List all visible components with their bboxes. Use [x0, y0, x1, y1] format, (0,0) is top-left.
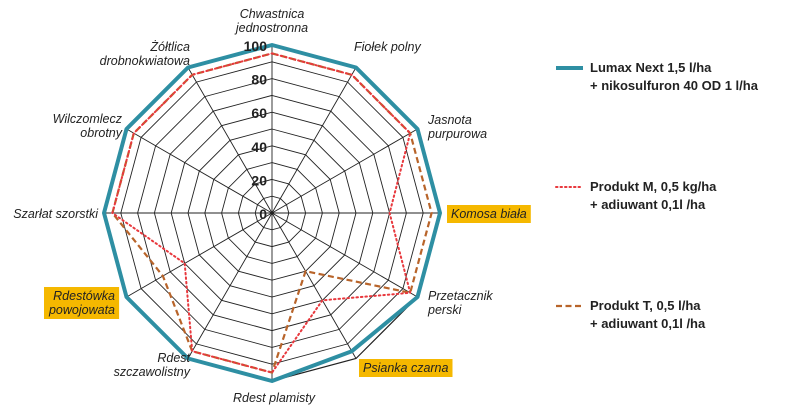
category-label: Rdest plamisty: [233, 391, 316, 405]
legend-label: + nikosulfuron 40 OD 1 l/ha: [590, 78, 759, 93]
grid-spoke: [187, 212, 273, 359]
svg-text:szczawolistny: szczawolistny: [114, 365, 191, 379]
svg-text:perski: perski: [427, 303, 463, 317]
chart-legend: Lumax Next 1,5 l/ha + nikosulfuron 40 OD …: [555, 60, 759, 331]
svg-text:Rdest: Rdest: [157, 351, 190, 365]
legend-label: + adiuwant 0,1l /ha: [590, 316, 706, 331]
svg-text:Wilczomlecz: Wilczomlecz: [53, 112, 123, 126]
svg-text:obrotny: obrotny: [80, 126, 122, 140]
svg-text:Rdestówka: Rdestówka: [53, 289, 115, 303]
tick-label: 20: [251, 172, 267, 188]
series-line-solid: [102, 43, 442, 383]
svg-text:Szarłat szorstki: Szarłat szorstki: [13, 207, 99, 221]
series-line-dotted: [111, 52, 412, 374]
svg-text:Przetacznik: Przetacznik: [428, 289, 493, 303]
grid-spoke: [271, 212, 418, 298]
grid-spoke: [126, 128, 273, 214]
legend-label: Lumax Next 1,5 l/ha: [590, 60, 712, 75]
legend-entry: Lumax Next 1,5 l/ha + nikosulfuron 40 OD …: [556, 60, 759, 93]
legend-label: Produkt M, 0,5 kg/ha: [590, 179, 717, 194]
svg-text:Psianka czarna: Psianka czarna: [363, 361, 449, 375]
svg-text:Fiołek polny: Fiołek polny: [354, 40, 421, 54]
svg-text:powojowata: powojowata: [48, 303, 115, 317]
grid-spoke: [271, 67, 357, 214]
category-label: Komosa biała: [447, 205, 531, 223]
svg-text:Komosa biała: Komosa biała: [451, 207, 527, 221]
tick-label: 40: [251, 139, 267, 155]
svg-text:drobnokwiatowa: drobnokwiatowa: [100, 54, 190, 68]
tick-label: 100: [244, 38, 268, 54]
category-highlight: [44, 287, 120, 319]
legend-label: Produkt T, 0,5 l/ha: [590, 298, 701, 313]
legend-label: + adiuwant 0,1l /ha: [590, 197, 706, 212]
legend-entry: Produkt T, 0,5 l/ha + adiuwant 0,1l /ha: [556, 298, 706, 331]
grid-spoke: [271, 128, 418, 214]
svg-text:purpurowa: purpurowa: [427, 127, 487, 141]
svg-text:Rdest plamisty: Rdest plamisty: [233, 391, 316, 405]
tick-label: 60: [251, 105, 267, 121]
legend-entry: Produkt M, 0,5 kg/ha + adiuwant 0,1l /ha: [555, 179, 717, 212]
svg-text:jednostronna: jednostronna: [234, 21, 308, 35]
category-highlight: [359, 359, 453, 377]
grid-spoke: [187, 67, 273, 214]
category-label: Psianka czarna: [359, 359, 453, 377]
tick-label: 0: [259, 206, 267, 222]
tick-label: 80: [251, 72, 267, 88]
category-label: Szarłat szorstki: [13, 207, 99, 221]
svg-text:Jasnota: Jasnota: [427, 113, 472, 127]
svg-text:Chwastnica: Chwastnica: [240, 7, 305, 21]
svg-text:Żółtlica: Żółtlica: [149, 40, 190, 54]
grid-spoke: [271, 212, 357, 359]
radar-series: [102, 43, 442, 383]
radar-tick-labels: 0 20 40 60 80 100: [244, 38, 268, 222]
category-highlight: [447, 205, 531, 223]
category-label: Fiołek polny: [354, 40, 421, 54]
grid-spoke: [126, 212, 273, 298]
